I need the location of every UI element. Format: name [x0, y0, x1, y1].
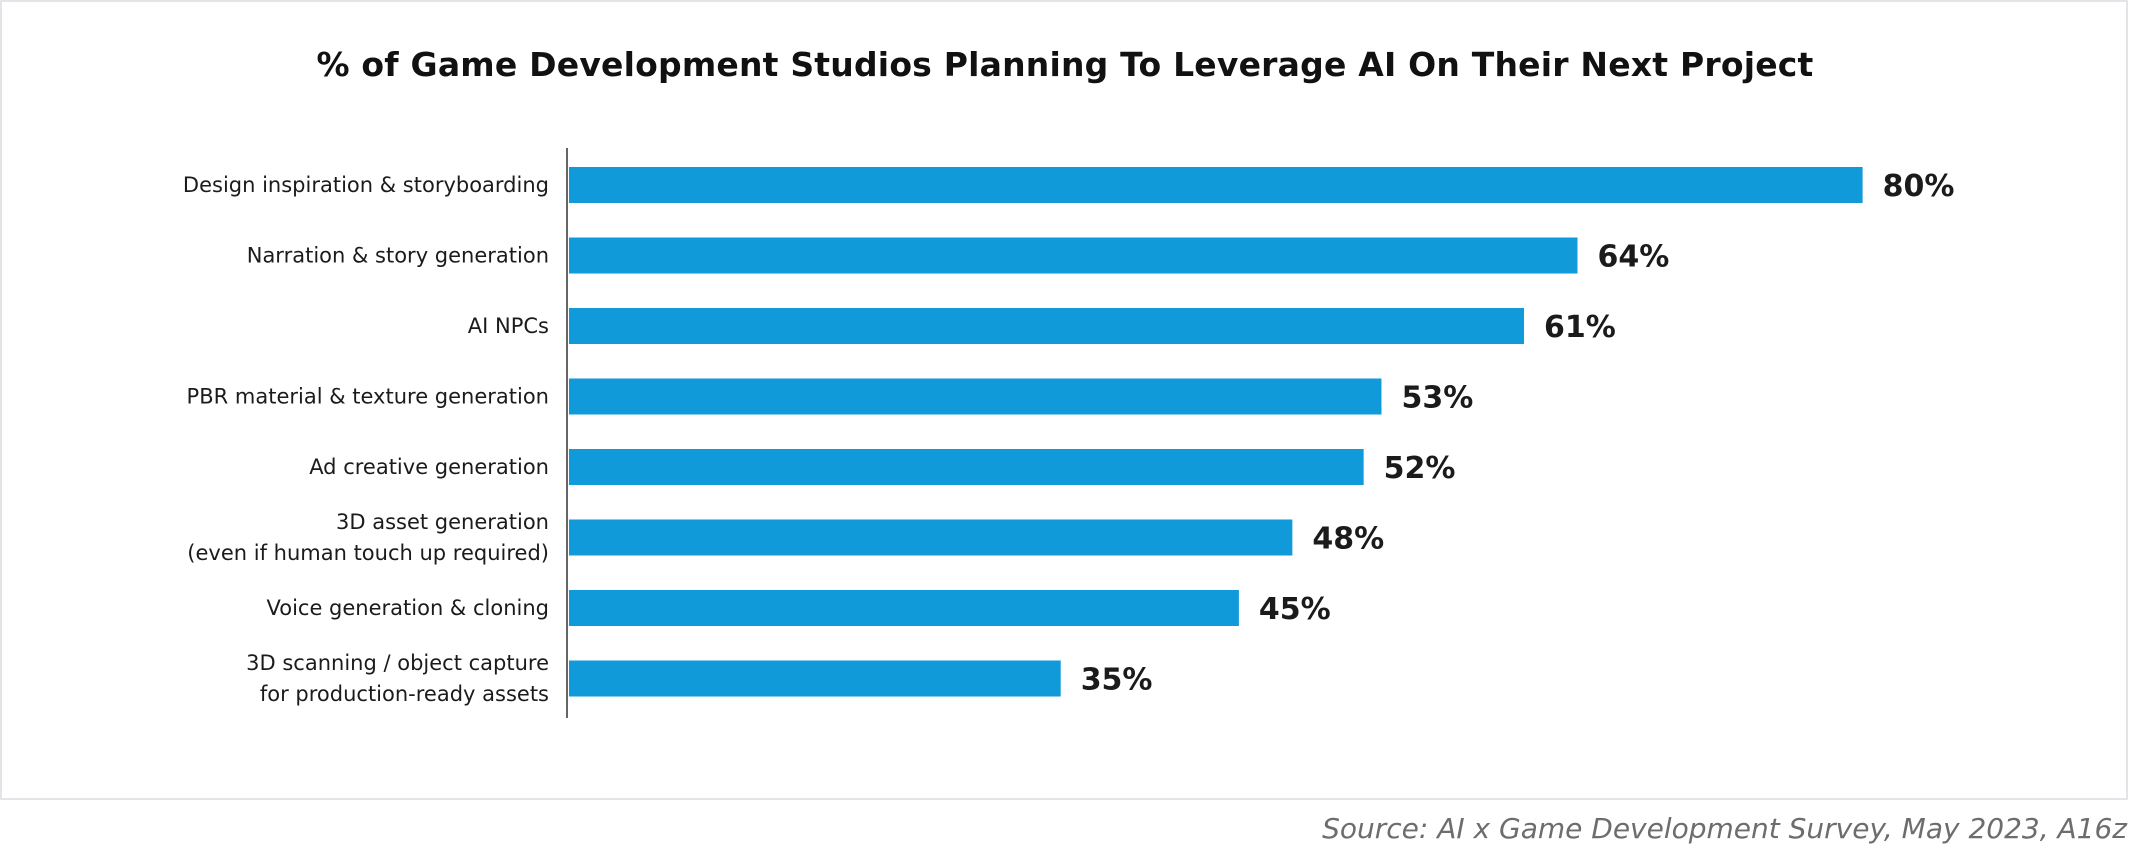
category-label: (even if human touch up required)	[187, 541, 549, 565]
bar	[569, 590, 1239, 626]
source-note: Source: AI x Game Development Survey, Ma…	[1322, 812, 2127, 845]
category-label: AI NPCs	[468, 314, 549, 338]
value-label: 52%	[1384, 451, 1456, 486]
bar	[569, 308, 1525, 344]
value-label: 45%	[1259, 592, 1331, 627]
bar	[569, 167, 1863, 203]
category-label: for production-ready assets	[260, 682, 549, 706]
value-label: 48%	[1312, 522, 1384, 557]
value-label: 80%	[1883, 169, 1955, 204]
category-label: Voice generation & cloning	[266, 596, 549, 620]
category-label: Narration & story generation	[247, 244, 549, 268]
value-label: 35%	[1081, 663, 1153, 698]
chart-title: % of Game Development Studios Planning T…	[316, 45, 1814, 84]
bar	[569, 660, 1061, 697]
bar	[569, 237, 1578, 274]
category-label: PBR material & texture generation	[187, 385, 549, 409]
bar	[569, 378, 1382, 415]
category-label: 3D scanning / object capture	[246, 651, 549, 675]
bar	[569, 519, 1293, 556]
category-label: 3D asset generation	[336, 510, 549, 534]
category-label: Design inspiration & storyboarding	[183, 173, 549, 197]
value-label: 61%	[1544, 310, 1616, 345]
bar	[569, 449, 1364, 485]
category-label: Ad creative generation	[309, 455, 549, 479]
value-label: 64%	[1597, 240, 1669, 275]
bar-chart: 80% Design inspiration & storyboarding 64%…	[183, 148, 1955, 718]
value-label: 53%	[1401, 381, 1473, 416]
